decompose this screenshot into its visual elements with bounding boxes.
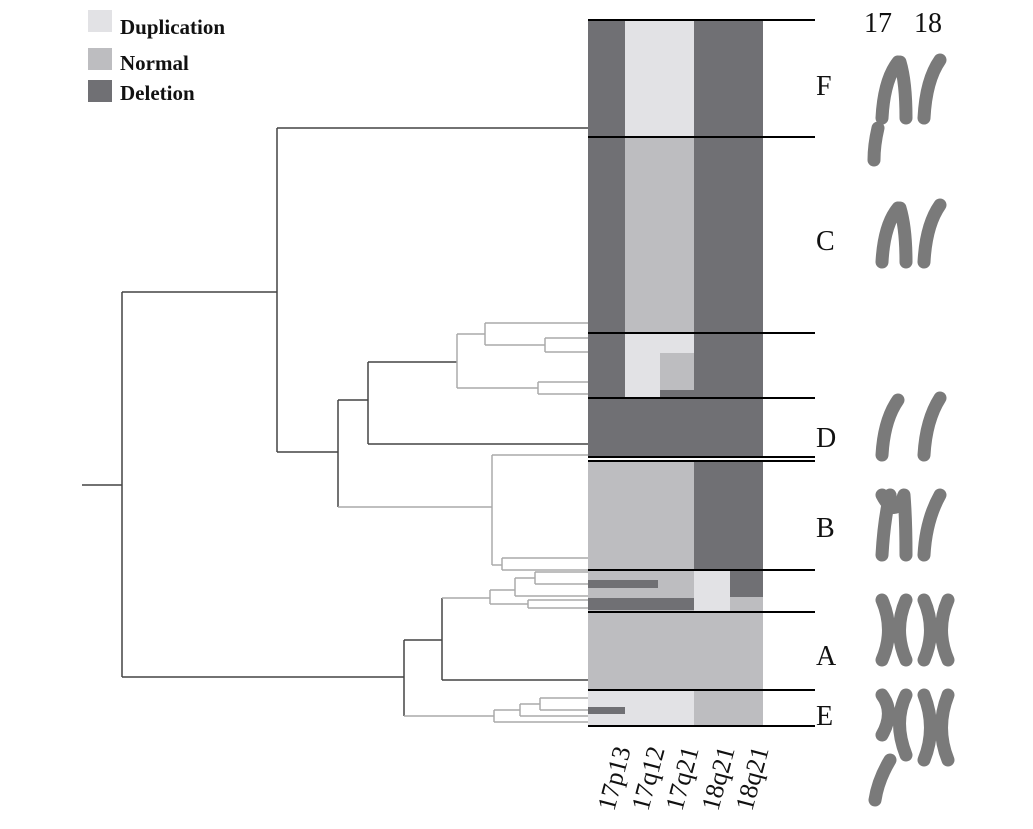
chromosome-header: 17 — [864, 8, 892, 39]
dendrogram — [82, 127, 588, 723]
group-label: A — [816, 641, 837, 672]
group-label: E — [816, 701, 833, 732]
group-labels: F C D B A E — [816, 71, 837, 732]
group-label: C — [816, 226, 835, 257]
legend-swatch — [88, 48, 112, 70]
legend-swatch — [88, 10, 112, 32]
heatmap — [588, 20, 763, 726]
group-label: B — [816, 513, 835, 544]
separators — [588, 19, 815, 727]
chromosomes — [867, 53, 955, 807]
chromosome-headers: 17 18 — [864, 8, 942, 39]
group-label: F — [816, 71, 832, 102]
column-labels: 17p13 17q12 17q21 18q21 18q21 — [592, 743, 775, 813]
chromosome-header: 18 — [914, 8, 942, 39]
legend-label: Duplication — [120, 15, 225, 39]
group-label: D — [816, 423, 836, 454]
legend-swatch — [88, 80, 112, 102]
legend: Duplication Normal Deletion — [88, 10, 225, 105]
legend-label: Deletion — [120, 81, 195, 105]
legend-label: Normal — [120, 51, 189, 75]
